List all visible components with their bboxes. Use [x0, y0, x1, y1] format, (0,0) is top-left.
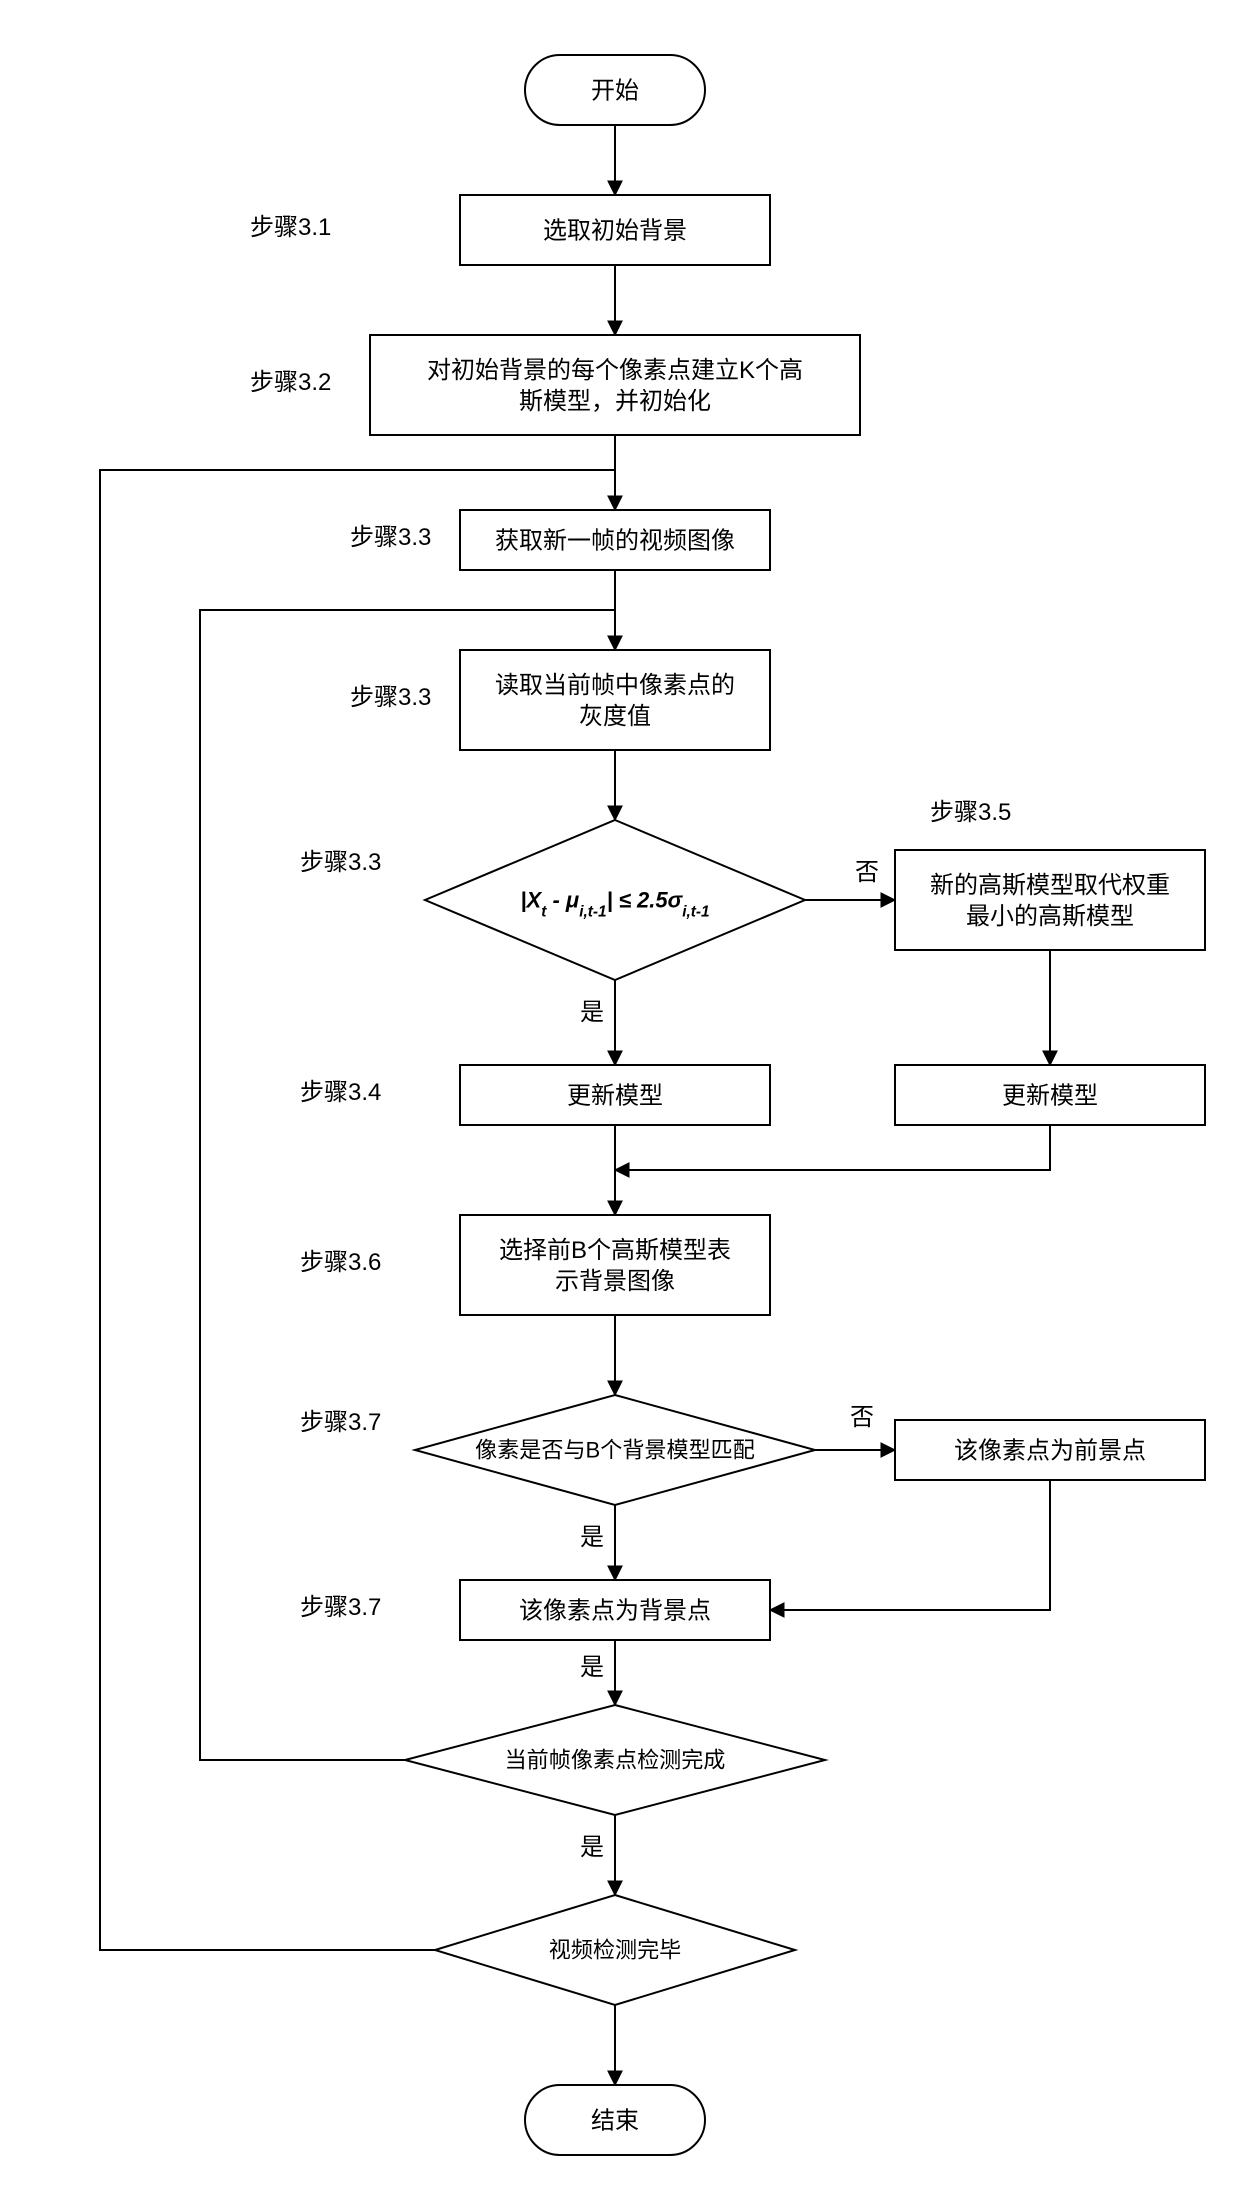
edge-label-d37_no: 否: [850, 1404, 874, 1431]
edge-label-d33_yes: 是: [580, 999, 604, 1026]
edge-label-bg_yes: 是: [580, 1654, 604, 1681]
node-text-d37: 像素是否与B个背景模型匹配: [475, 1438, 755, 1463]
step-label-l37b: 步骤3.7: [300, 1594, 381, 1621]
node-n33b: 读取当前帧中像素点的灰度值: [460, 650, 770, 750]
edge-e_fg_bg: [770, 1480, 1050, 1610]
node-n31: 选取初始背景: [460, 195, 770, 265]
node-d33: |Xt - μi,t-1| ≤ 2.5σi,t-1: [425, 820, 805, 980]
node-n36: 选择前B个高斯模型表示背景图像: [460, 1215, 770, 1315]
node-n35: 新的高斯模型取代权重最小的高斯模型: [895, 850, 1205, 950]
node-start: 开始: [525, 55, 705, 125]
node-n37bg: 该像素点为背景点: [460, 1580, 770, 1640]
node-n34l: 更新模型: [460, 1065, 770, 1125]
node-text-end: 结束: [591, 2107, 639, 2134]
step-label-l36: 步骤3.6: [300, 1249, 381, 1276]
node-text-start: 开始: [591, 77, 639, 104]
node-d37: 像素是否与B个背景模型匹配: [415, 1395, 815, 1505]
edge-label-dframe_yes: 是: [580, 1834, 604, 1861]
edge-label-d33_no: 否: [855, 859, 879, 886]
step-label-l33b: 步骤3.3: [350, 684, 431, 711]
step-label-l33a: 步骤3.3: [350, 524, 431, 551]
step-label-l31: 步骤3.1: [250, 214, 331, 241]
step-label-l32: 步骤3.2: [250, 369, 331, 396]
node-text-n37fg: 该像素点为前景点: [954, 1437, 1146, 1464]
step-label-l35: 步骤3.5: [930, 799, 1011, 826]
edge-e_34r_merge: [615, 1125, 1050, 1170]
node-text-dframe: 当前帧像素点检测完成: [505, 1748, 726, 1773]
node-text-n33a: 获取新一帧的视频图像: [495, 527, 735, 554]
node-dvideo: 视频检测完毕: [435, 1895, 795, 2005]
node-n33a: 获取新一帧的视频图像: [460, 510, 770, 570]
node-n34r: 更新模型: [895, 1065, 1205, 1125]
step-label-l37a: 步骤3.7: [300, 1409, 381, 1436]
node-dframe: 当前帧像素点检测完成: [405, 1705, 825, 1815]
step-label-l33c: 步骤3.3: [300, 849, 381, 876]
node-end: 结束: [525, 2085, 705, 2155]
node-text-dvideo: 视频检测完毕: [549, 1938, 681, 1963]
node-text-n37bg: 该像素点为背景点: [519, 1597, 711, 1624]
node-text-n34l: 更新模型: [567, 1082, 663, 1109]
edge-label-d37_yes: 是: [580, 1524, 604, 1551]
node-n37fg: 该像素点为前景点: [895, 1420, 1205, 1480]
node-n32: 对初始背景的每个像素点建立K个高斯模型，并初始化: [370, 335, 860, 435]
node-text-n31: 选取初始背景: [543, 217, 687, 244]
node-text-n34r: 更新模型: [1002, 1082, 1098, 1109]
step-label-l34: 步骤3.4: [300, 1079, 381, 1106]
flowchart-diagram: 开始选取初始背景对初始背景的每个像素点建立K个高斯模型，并初始化获取新一帧的视频…: [0, 0, 1240, 2210]
